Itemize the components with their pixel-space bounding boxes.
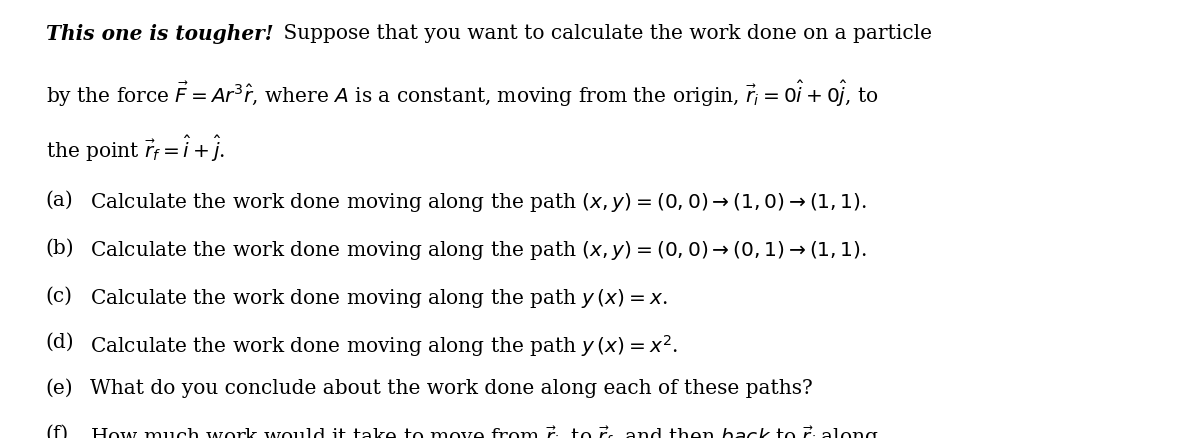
Text: What do you conclude about the work done along each of these paths?: What do you conclude about the work done…	[90, 379, 812, 398]
Text: (c): (c)	[46, 287, 72, 306]
Text: Calculate the work done moving along the path $(x, y) = (0, 0) \rightarrow (1, 0: Calculate the work done moving along the…	[90, 191, 868, 214]
Text: (d): (d)	[46, 333, 74, 352]
Text: (b): (b)	[46, 239, 74, 258]
Text: (a): (a)	[46, 191, 73, 209]
Text: by the force $\vec{F} = Ar^3\hat{r}$, where $A$ is a constant, moving from the o: by the force $\vec{F} = Ar^3\hat{r}$, wh…	[46, 79, 878, 109]
Text: Calculate the work done moving along the path $(x, y) = (0, 0) \rightarrow (0, 1: Calculate the work done moving along the…	[90, 239, 868, 262]
Text: (f): (f)	[46, 425, 68, 438]
Text: (e): (e)	[46, 379, 73, 398]
Text: Calculate the work done moving along the path $y\,(x) = x$.: Calculate the work done moving along the…	[90, 287, 667, 310]
Text: Suppose that you want to calculate the work done on a particle: Suppose that you want to calculate the w…	[277, 24, 932, 43]
Text: This one is tougher!: This one is tougher!	[46, 24, 274, 44]
Text: the point $\vec{r}_f = \hat{i} + \hat{j}$.: the point $\vec{r}_f = \hat{i} + \hat{j}…	[46, 134, 224, 164]
Text: How much work would it take to move from $\vec{r}_i$, to $\vec{r}_f$, and then $: How much work would it take to move from…	[90, 425, 878, 438]
Text: Calculate the work done moving along the path $y\,(x) = x^2$.: Calculate the work done moving along the…	[90, 333, 678, 359]
